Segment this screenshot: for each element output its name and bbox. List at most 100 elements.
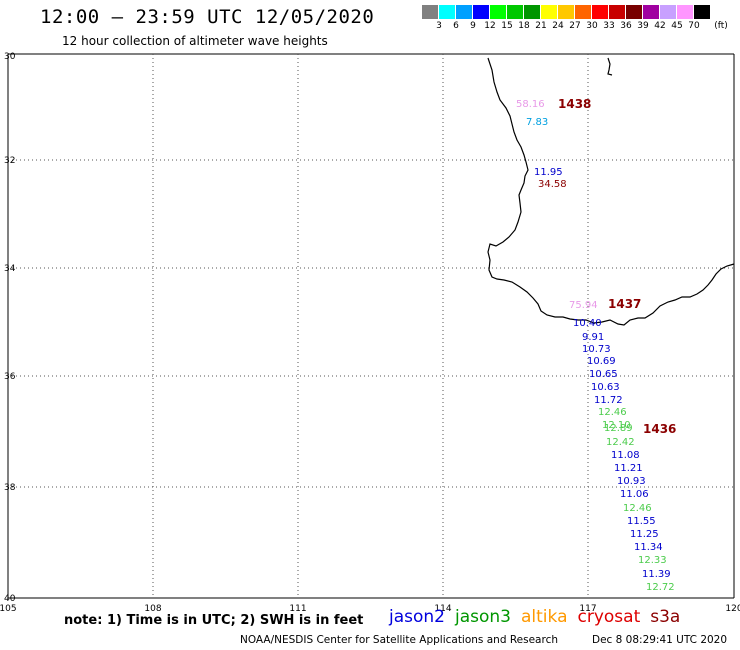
legend-swatch — [677, 5, 694, 19]
legend-label: 27 — [569, 21, 581, 31]
wave-height-value: 10.69 — [587, 356, 616, 367]
legend-swatch — [490, 5, 507, 19]
lat-label: 40 — [4, 594, 16, 604]
legend-label: 24 — [552, 21, 564, 31]
satellite-label-cryosat: cryosat — [577, 607, 641, 627]
lon-label: 114 — [434, 604, 451, 614]
wave-height-value: 10.73 — [582, 344, 611, 355]
pass-time-labels: 1438 1437 1436 — [558, 97, 676, 436]
legend-swatch — [473, 5, 490, 19]
lat-labels: 30 32 34 36 38 40 — [4, 52, 16, 604]
lon-label: 117 — [579, 604, 596, 614]
legend-swatch — [541, 5, 558, 19]
lat-label: 34 — [4, 264, 16, 274]
wave-height-value: 12.42 — [606, 437, 635, 448]
coastline — [487, 57, 735, 326]
legend-label: 39 — [637, 21, 649, 31]
wave-height-value: 10.63 — [591, 382, 620, 393]
wave-height-value: 75.94 — [569, 300, 598, 311]
wave-height-value: 11.06 — [620, 489, 649, 500]
satellite-label-jason3: jason3 — [455, 607, 511, 627]
legend-swatch — [626, 5, 643, 19]
legend-swatch — [456, 5, 473, 19]
wave-height-value: 11.39 — [642, 569, 671, 580]
legend-label: 3 — [436, 21, 442, 31]
legend-swatch — [694, 5, 711, 19]
wave-height-value: 11.55 — [627, 516, 656, 527]
legend-swatch — [439, 5, 456, 19]
legend-unit: (ft) — [714, 21, 728, 31]
wave-height-value: 12.46 — [623, 503, 652, 514]
wave-height-value: 12.89 — [604, 423, 633, 434]
satellite-label-altika: altika — [521, 607, 568, 627]
wave-height-value: 11.21 — [614, 463, 643, 474]
wave-height-value: 10.93 — [617, 476, 646, 487]
legend-label: 42 — [654, 21, 666, 31]
legend-labels: 3 6 9 12 15 18 21 24 27 30 33 36 39 42 45 70 (ft) — [422, 19, 740, 31]
wave-height-value: 7.83 — [526, 117, 548, 128]
legend-label: 70 — [688, 21, 700, 31]
wave-height-observations: 58.167.8311.9534.5875.9410.409.9110.7310… — [516, 99, 675, 593]
pass-time-label: 1438 — [558, 97, 591, 111]
legend-label: 9 — [470, 21, 476, 31]
satellite-label-jason2: jason2 — [389, 607, 445, 627]
page-title: 12:00 – 23:59 UTC 12/05/2020 — [40, 6, 375, 28]
legend-label: 12 — [484, 21, 496, 31]
color-legend: 3 6 9 12 15 18 21 24 27 30 33 36 39 42 45 70 (ft) — [422, 5, 740, 31]
legend-label: 33 — [603, 21, 615, 31]
legend-label: 15 — [501, 21, 513, 31]
credit-text: NOAA/NESDIS Center for Satellite Applica… — [240, 634, 558, 646]
west-australia-coastline — [487, 57, 735, 326]
legend-label: 36 — [620, 21, 632, 31]
wave-height-value: 12.10 — [602, 420, 631, 431]
lon-label: 120 — [725, 604, 740, 614]
legend-swatches — [422, 5, 740, 19]
units-note: note: 1) Time is in UTC; 2) SWH is in fe… — [64, 613, 364, 628]
lon-labels: 105 108 111 114 117 120 — [0, 604, 740, 614]
satellite-legend: jason2 jason3 altika cryosat s3a — [389, 607, 690, 627]
wave-height-value: 12.33 — [638, 555, 667, 566]
wave-height-value: 11.34 — [634, 542, 663, 553]
legend-label: 45 — [671, 21, 683, 31]
island-coastline — [607, 57, 613, 76]
legend-label: 6 — [453, 21, 459, 31]
lat-label: 32 — [4, 156, 15, 166]
legend-label: 30 — [586, 21, 598, 31]
pass-time-label: 1436 — [643, 422, 676, 436]
wave-height-value: 34.58 — [538, 179, 567, 190]
legend-swatch — [575, 5, 592, 19]
legend-swatch — [660, 5, 677, 19]
lon-label: 111 — [289, 604, 306, 614]
lon-label: 108 — [144, 604, 161, 614]
page-subtitle: 12 hour collection of altimeter wave hei… — [62, 34, 328, 48]
pass-time-label: 1437 — [608, 297, 641, 311]
legend-swatch — [524, 5, 541, 19]
legend-swatch — [507, 5, 524, 19]
wave-height-value: 10.65 — [589, 369, 618, 380]
wave-height-value: 12.46 — [598, 407, 627, 418]
legend-swatch — [592, 5, 609, 19]
wave-height-value: 9.91 — [582, 332, 604, 343]
wave-height-value: 11.95 — [534, 167, 563, 178]
lat-label: 38 — [4, 483, 16, 493]
legend-swatch — [422, 5, 439, 19]
legend-label: 18 — [518, 21, 530, 31]
wave-height-value: 11.72 — [594, 395, 623, 406]
legend-label: 21 — [535, 21, 547, 31]
generated-timestamp: Dec 8 08:29:41 UTC 2020 — [592, 634, 728, 646]
map-grid — [7, 53, 735, 599]
footer: NOAA/NESDIS Center for Satellite Applica… — [240, 634, 727, 646]
legend-swatch — [643, 5, 660, 19]
legend-swatch — [558, 5, 575, 19]
wave-height-value: 11.08 — [611, 450, 640, 461]
legend-swatch — [609, 5, 626, 19]
wave-height-value: 11.25 — [630, 529, 659, 540]
wave-height-value: 10.40 — [573, 318, 602, 329]
wave-height-value: 58.16 — [516, 99, 545, 110]
lat-label: 30 — [4, 52, 16, 62]
lat-label: 36 — [4, 372, 16, 382]
lon-label: 105 — [0, 604, 17, 614]
satellite-label-s3a: s3a — [650, 607, 681, 627]
wave-height-value: 12.72 — [646, 582, 675, 593]
